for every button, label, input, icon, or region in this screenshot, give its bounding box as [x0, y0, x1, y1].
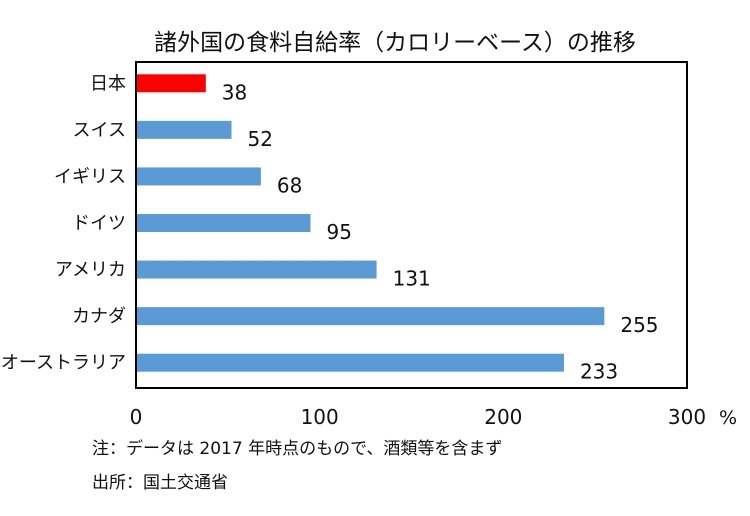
bar-1 [137, 120, 232, 139]
category-label-4: アメリカ [55, 260, 126, 281]
bar-value-label-1: 52 [248, 127, 273, 151]
x-tick-label-0: 0 [130, 405, 143, 429]
bar-value-label-6: 233 [580, 360, 618, 384]
bar-3 [137, 214, 311, 232]
bar-chart: 諸外国の食料自給率（カロリーベース）の推移 38526895131255233 … [1, 30, 737, 429]
bar-2 [137, 167, 261, 186]
bar-value-label-2: 68 [277, 173, 302, 197]
category-label-2: イギリス [54, 166, 126, 187]
category-label-3: ドイツ [72, 213, 126, 234]
x-axis-unit: % [719, 407, 737, 429]
category-label-5: カナダ [72, 306, 126, 327]
x-tick-label-2: 200 [484, 405, 522, 429]
x-tick-label-3: 300 [668, 405, 706, 429]
bars-group [137, 74, 605, 372]
category-label-0: 日本 [90, 73, 126, 94]
source-credit: 出所：国土交通省 [92, 473, 228, 493]
bar-0 [137, 74, 206, 93]
bar-4 [137, 260, 377, 279]
bar-value-label-4: 131 [393, 267, 431, 291]
x-tick-labels-group: 0 100 200 300 [130, 405, 706, 429]
plot-frame [135, 61, 688, 389]
bar-6 [137, 353, 564, 372]
bar-value-label-3: 95 [326, 220, 351, 244]
chart-title: 諸外国の食料自給率（カロリーベース）の推移 [154, 30, 636, 56]
bar-value-label-0: 38 [222, 80, 247, 104]
category-label-6: オーストラリア [1, 353, 126, 374]
category-label-1: スイス [73, 120, 126, 141]
bar-5 [137, 307, 605, 326]
source-note: 注：データは 2017 年時点のもので、酒類等を含まず [92, 439, 503, 459]
x-tick-label-1: 100 [301, 405, 339, 429]
bar-value-label-5: 255 [620, 313, 658, 337]
